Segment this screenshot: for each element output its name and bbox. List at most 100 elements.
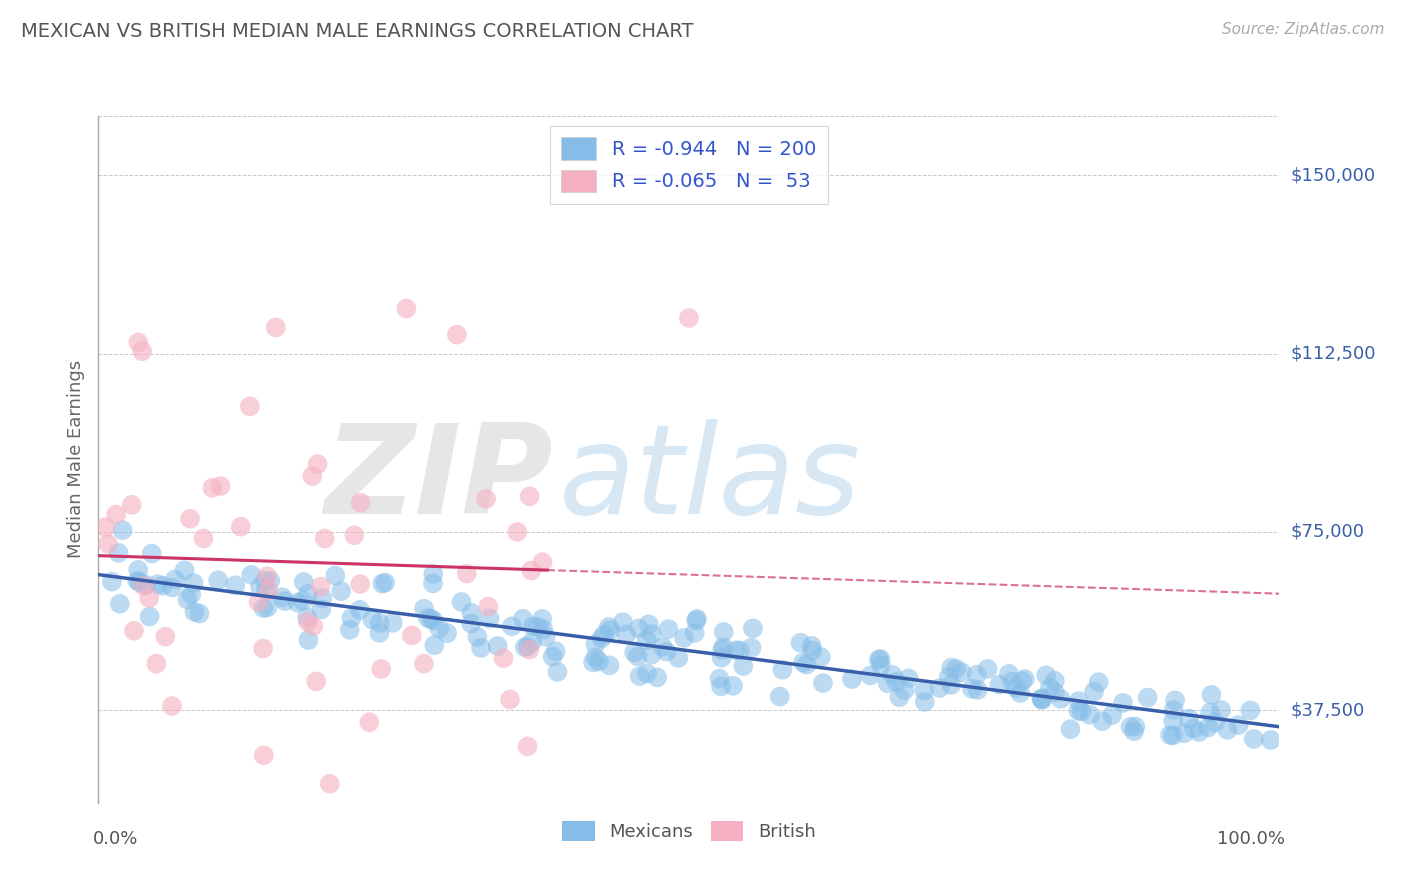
Point <box>1119 720 1142 734</box>
Point <box>869 652 891 666</box>
Point <box>309 602 332 616</box>
Point <box>209 479 232 493</box>
Point <box>1011 673 1033 688</box>
Point <box>636 633 658 648</box>
Point <box>127 574 149 588</box>
Point <box>938 670 960 684</box>
Point <box>256 600 278 615</box>
Point <box>628 669 651 683</box>
Point <box>127 335 149 350</box>
Point <box>429 622 451 636</box>
Point <box>721 679 744 693</box>
Point <box>252 641 274 656</box>
Point <box>122 624 145 638</box>
Point <box>912 683 935 698</box>
Point <box>343 528 366 542</box>
Point <box>1173 726 1195 740</box>
Point <box>598 620 620 634</box>
Point <box>108 597 131 611</box>
Text: Source: ZipAtlas.com: Source: ZipAtlas.com <box>1222 22 1385 37</box>
Point <box>710 650 733 665</box>
Point <box>1112 696 1135 710</box>
Point <box>711 640 734 655</box>
Text: $150,000: $150,000 <box>1291 167 1375 185</box>
Point <box>541 649 564 664</box>
Point <box>546 665 568 679</box>
Point <box>686 612 709 626</box>
Point <box>97 537 120 551</box>
Point <box>1101 708 1123 723</box>
Point <box>446 327 468 342</box>
Point <box>941 660 963 674</box>
Point <box>612 615 634 629</box>
Point <box>330 584 353 599</box>
Point <box>368 615 391 630</box>
Point <box>249 580 271 594</box>
Point <box>673 631 696 645</box>
Point <box>1188 725 1211 739</box>
Point <box>401 628 423 642</box>
Point <box>1059 722 1081 736</box>
Point <box>499 692 522 706</box>
Point <box>127 563 149 577</box>
Point <box>889 690 911 705</box>
Point <box>1136 690 1159 705</box>
Point <box>475 491 498 506</box>
Point <box>252 601 274 615</box>
Point <box>976 662 998 676</box>
Point <box>121 498 143 512</box>
Point <box>741 640 763 655</box>
Point <box>517 642 540 657</box>
Point <box>709 672 731 686</box>
Point <box>506 524 529 539</box>
Point <box>229 519 252 533</box>
Point <box>651 640 673 654</box>
Point <box>1091 714 1114 729</box>
Point <box>467 630 489 644</box>
Text: $112,500: $112,500 <box>1291 344 1376 363</box>
Point <box>800 639 823 653</box>
Point <box>516 640 538 654</box>
Point <box>1001 674 1024 689</box>
Point <box>520 635 543 649</box>
Point <box>155 630 177 644</box>
Point <box>513 640 536 655</box>
Point <box>886 674 908 689</box>
Point <box>1010 686 1032 700</box>
Point <box>1260 733 1282 747</box>
Point <box>291 594 314 608</box>
Point <box>583 637 606 651</box>
Point <box>1070 705 1092 719</box>
Point <box>1204 715 1226 730</box>
Point <box>422 576 444 591</box>
Point <box>1031 692 1053 706</box>
Point <box>599 658 621 673</box>
Point <box>477 599 499 614</box>
Point <box>769 690 792 704</box>
Point <box>657 622 679 636</box>
Point <box>960 681 983 696</box>
Point <box>201 481 224 495</box>
Point <box>1005 681 1028 695</box>
Text: $75,000: $75,000 <box>1291 523 1365 541</box>
Point <box>423 638 446 652</box>
Point <box>728 643 751 657</box>
Point <box>135 578 157 592</box>
Point <box>292 575 315 590</box>
Point <box>733 659 755 673</box>
Point <box>247 595 270 609</box>
Point <box>724 643 747 657</box>
Point <box>254 574 277 588</box>
Point <box>374 575 396 590</box>
Point <box>422 614 444 628</box>
Point <box>183 605 205 619</box>
Point <box>1031 691 1053 706</box>
Point <box>349 603 371 617</box>
Point <box>460 616 482 631</box>
Point <box>582 656 605 670</box>
Point <box>176 592 198 607</box>
Point <box>792 656 814 670</box>
Point <box>305 674 328 689</box>
Y-axis label: Median Male Earnings: Median Male Earnings <box>66 360 84 558</box>
Point <box>141 547 163 561</box>
